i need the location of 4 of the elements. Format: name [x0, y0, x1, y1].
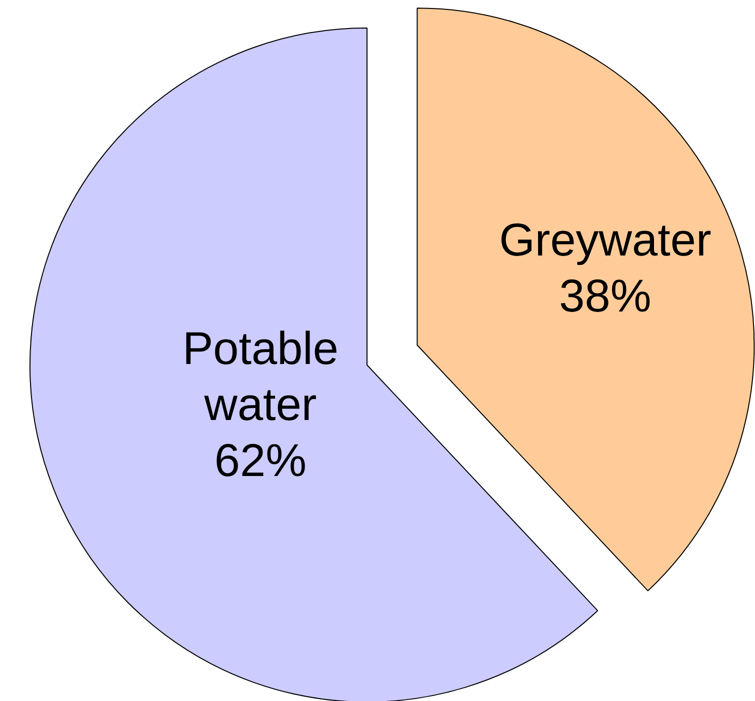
slice-label: Greywater — [499, 213, 712, 266]
data-label: 38% — [559, 269, 652, 322]
slice-label: Potable water — [182, 322, 338, 430]
data-label: 62% — [214, 434, 307, 486]
